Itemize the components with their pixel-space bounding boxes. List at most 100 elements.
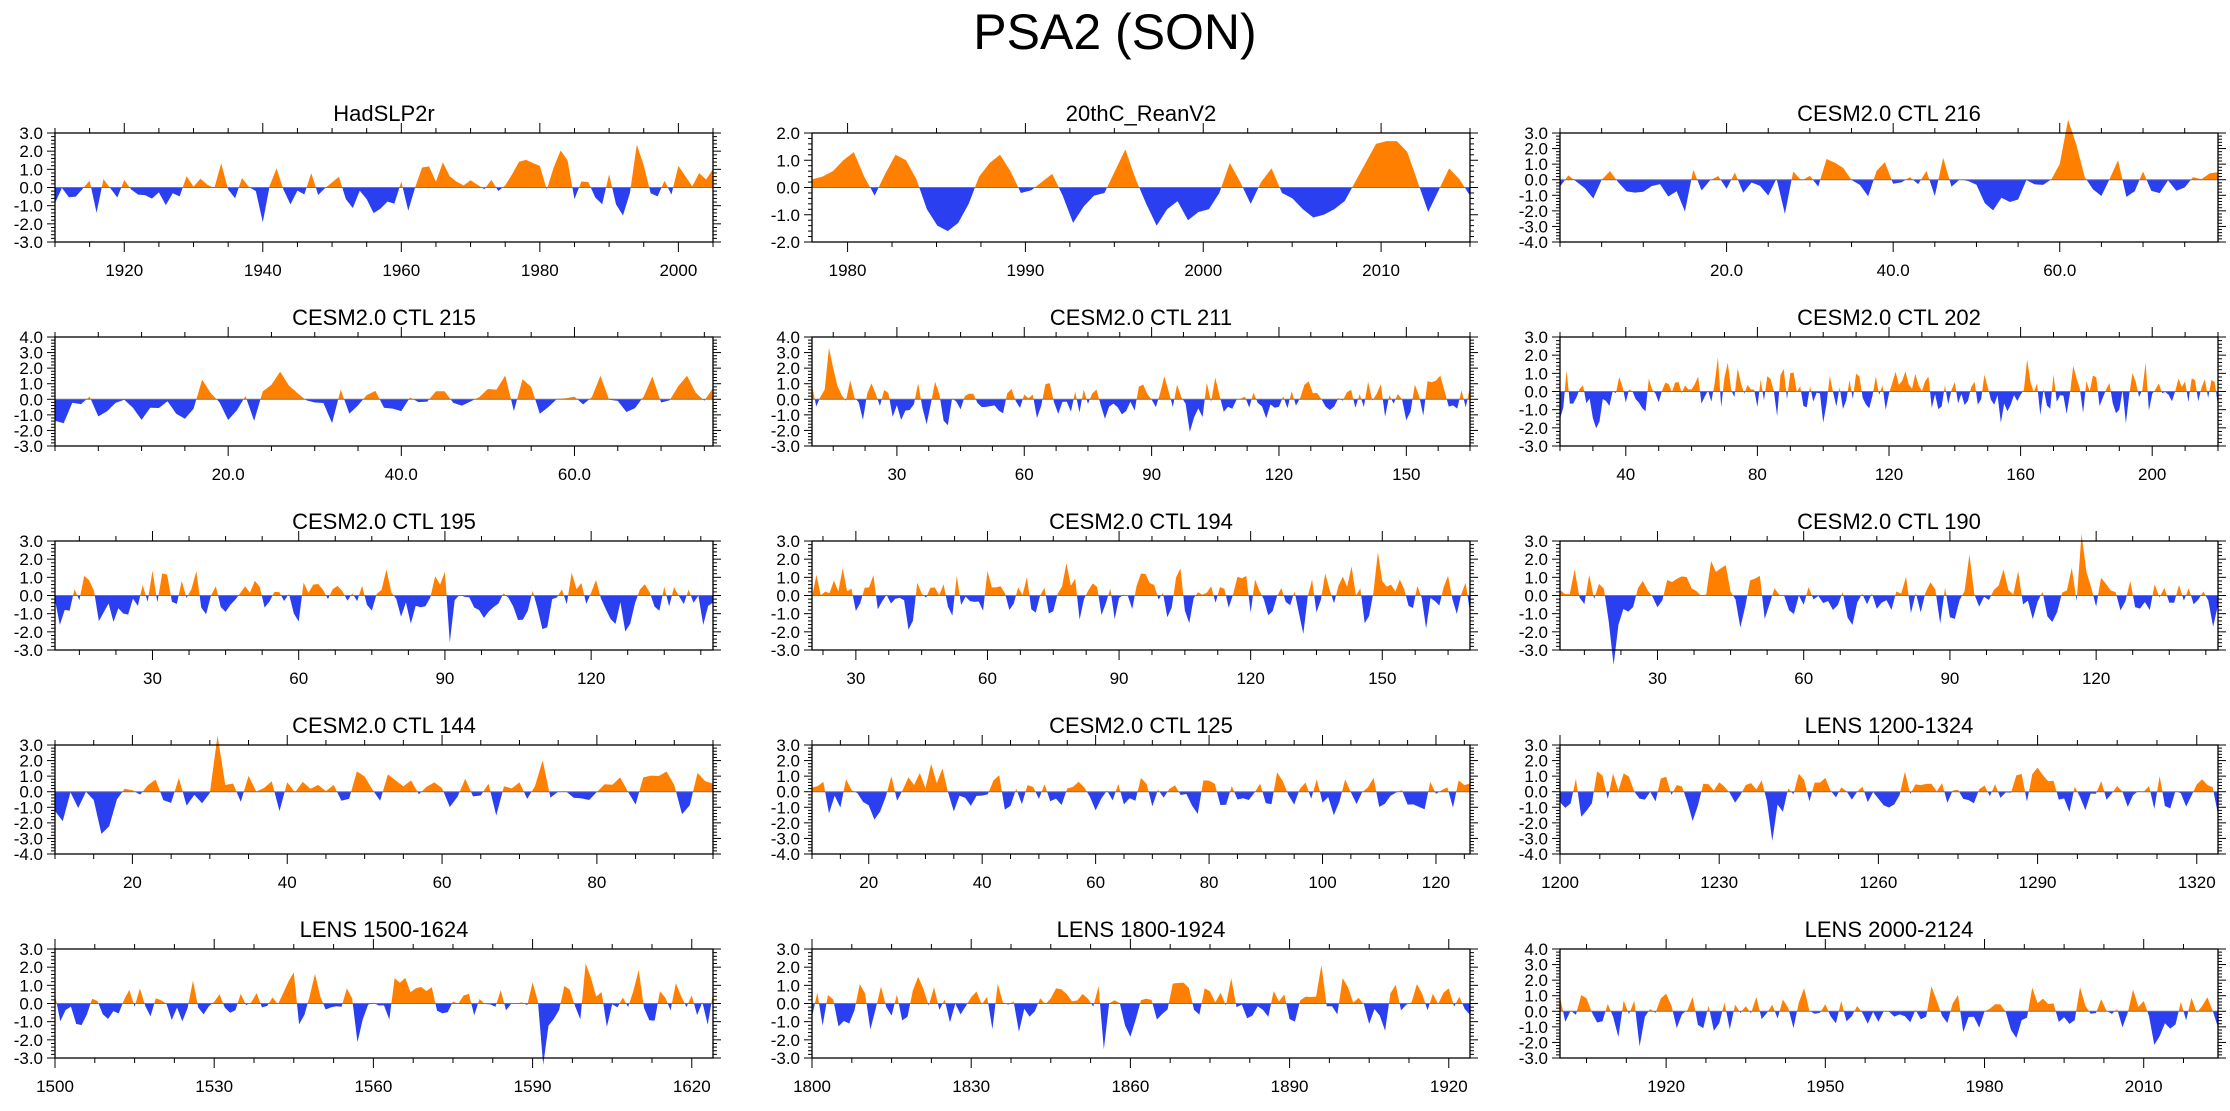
x-tick-label: 1950 [1806, 1077, 1844, 1096]
y-tick-label: 2.0 [1524, 752, 1548, 771]
y-tick-label: -2.0 [14, 1031, 43, 1050]
y-tick-label: 3.0 [19, 532, 43, 551]
x-tick-label: 120 [1422, 873, 1450, 892]
positive-area-series [55, 371, 713, 400]
x-tick-label: 1980 [1966, 1077, 2004, 1096]
y-tick-label: 1.0 [776, 976, 800, 995]
x-tick-label: 90 [1142, 465, 1161, 484]
chart-panel-7: 3.02.01.00.0-1.0-2.0-3.0 30 60 90 120 150 CESM… [771, 509, 1478, 688]
y-tick-label: -1.0 [14, 605, 43, 624]
x-tick-label: 1200 [1541, 873, 1579, 892]
y-tick-label: 2.0 [19, 752, 43, 771]
x-tick-label: 1960 [382, 261, 420, 280]
y-tick-label: 3.0 [19, 736, 43, 755]
x-tick-label: 40 [278, 873, 297, 892]
positive-area-series [812, 764, 1470, 792]
y-tick-label: 4.0 [19, 328, 43, 347]
y-tick-label: -1.0 [1519, 605, 1548, 624]
y-tick-label: -2.0 [771, 233, 800, 252]
y-tick-label: -3.0 [1519, 1049, 1548, 1068]
x-tick-label: 60 [1794, 669, 1813, 688]
y-tick-label: -2.0 [14, 623, 43, 642]
y-tick-label: 3.0 [1524, 532, 1548, 551]
positive-area-series [1560, 986, 2218, 1012]
y-tick-label: 3.0 [776, 736, 800, 755]
positive-area-series [55, 735, 713, 792]
negative-area-series [812, 1003, 1470, 1050]
y-tick-label: 0.0 [1524, 383, 1548, 402]
y-tick-label: 4.0 [1524, 940, 1548, 959]
x-tick-label: 160 [2006, 465, 2034, 484]
x-tick-label: 1320 [2178, 873, 2216, 892]
negative-area-series [812, 791, 1470, 820]
y-tick-label: -3.0 [14, 233, 43, 252]
x-tick-label: 1500 [36, 1077, 74, 1096]
x-tick-label: 1290 [2019, 873, 2057, 892]
y-tick-label: -3.0 [14, 437, 43, 456]
y-tick-label: 1.0 [19, 375, 43, 394]
x-tick-label: 90 [1110, 669, 1129, 688]
negative-area-series [1560, 791, 2218, 841]
y-tick-label: -1.0 [1519, 401, 1548, 420]
x-tick-label: 40.0 [385, 465, 418, 484]
y-tick-label: -1.0 [14, 406, 43, 425]
y-tick-label: -1.0 [771, 798, 800, 817]
x-tick-label: 30 [143, 669, 162, 688]
y-tick-label: -2.0 [1519, 1033, 1548, 1052]
y-tick-label: 0.0 [1524, 1002, 1548, 1021]
y-tick-label: 3.0 [19, 124, 43, 143]
x-tick-label: 1620 [673, 1077, 711, 1096]
panel-title: LENS 1500-1624 [300, 917, 469, 942]
y-tick-label: 1.0 [1524, 364, 1548, 383]
chart-panel-3: 4.03.02.01.00.0-1.0-2.0-3.0 20.0 40.0 60.0 C… [14, 305, 721, 484]
y-tick-label: -3.0 [771, 829, 800, 848]
y-tick-label: 2.0 [19, 142, 43, 161]
x-tick-label: 20 [123, 873, 142, 892]
y-tick-label: 1.0 [1524, 155, 1548, 174]
x-tick-label: 150 [1392, 465, 1420, 484]
y-tick-label: -1.0 [14, 798, 43, 817]
y-tick-label: 3.0 [776, 940, 800, 959]
y-tick-label: -3.0 [1519, 437, 1548, 456]
y-tick-label: -4.0 [1519, 233, 1548, 252]
x-tick-label: 1890 [1271, 1077, 1309, 1096]
x-tick-label: 80 [587, 873, 606, 892]
y-tick-label: -4.0 [771, 845, 800, 864]
y-tick-label: 1.0 [19, 976, 43, 995]
x-tick-label: 60 [1015, 465, 1034, 484]
x-tick-label: 1260 [1859, 873, 1897, 892]
y-tick-label: 0.0 [776, 390, 800, 409]
x-tick-label: 30 [846, 669, 865, 688]
y-tick-label: 0.0 [776, 587, 800, 606]
positive-area-series [1560, 119, 2218, 180]
x-tick-label: 1920 [1430, 1077, 1468, 1096]
y-tick-label: 2.0 [776, 550, 800, 569]
y-tick-label: -2.0 [771, 1031, 800, 1050]
y-tick-label: -3.0 [14, 829, 43, 848]
x-tick-label: 20.0 [1710, 261, 1743, 280]
y-tick-label: -3.0 [771, 641, 800, 660]
positive-area-series [1560, 767, 2218, 792]
negative-area-series [812, 399, 1470, 432]
panel-title: CESM2.0 CTL 144 [292, 713, 476, 738]
y-tick-label: -3.0 [1519, 641, 1548, 660]
chart-panel-14: 4.03.02.01.00.0-1.0-2.0-3.0 1920 1950 1980 2… [1519, 917, 2226, 1096]
positive-area-series [812, 964, 1470, 1004]
x-tick-label: 40.0 [1877, 261, 1910, 280]
y-tick-label: 2.0 [776, 752, 800, 771]
x-tick-label: 150 [1368, 669, 1396, 688]
positive-area-series [1560, 357, 2218, 392]
panel-title: CESM2.0 CTL 190 [1797, 509, 1981, 534]
y-tick-label: -3.0 [1519, 829, 1548, 848]
y-tick-label: -4.0 [14, 845, 43, 864]
y-tick-label: -2.0 [771, 623, 800, 642]
x-tick-label: 120 [1236, 669, 1264, 688]
y-tick-label: 2.0 [776, 958, 800, 977]
y-tick-label: 1.0 [776, 151, 800, 170]
y-tick-label: 4.0 [776, 328, 800, 347]
x-tick-label: 1860 [1111, 1077, 1149, 1096]
y-tick-label: 1.0 [1524, 767, 1548, 786]
chart-panel-0: 3.02.01.00.0-1.0-2.0-3.0 1920 1940 1960 1980… [14, 101, 721, 280]
chart-panel-13: 3.02.01.00.0-1.0-2.0-3.0 1800 1830 1860 1890… [771, 917, 1478, 1096]
